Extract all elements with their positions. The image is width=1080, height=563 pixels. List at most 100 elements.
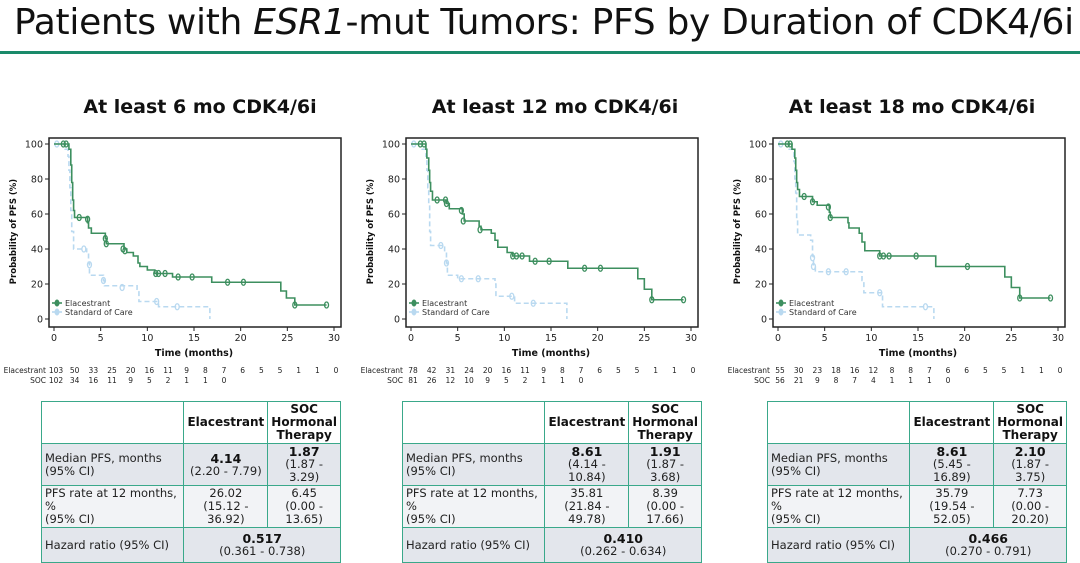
risk-count: 0: [222, 376, 227, 385]
plot-frame: [48, 137, 342, 328]
x-tick-label: 5: [822, 333, 828, 344]
ci: (21.84 - 49.78): [564, 499, 610, 526]
label-l1: Median PFS, months: [45, 450, 162, 465]
legend-marker: [411, 308, 417, 316]
y-tick-label: 80: [388, 175, 400, 186]
header-elacestrant: Elacestrant: [544, 401, 630, 444]
results-table-12mo: Elacestrant SOC Hormonal Therapy Median PFS…: [401, 401, 702, 563]
value: 35.81: [570, 486, 604, 500]
x-tick-label: 10: [498, 333, 510, 344]
risk-count: 78: [408, 366, 418, 375]
risk-count: 11: [520, 366, 530, 375]
risk-count: 11: [107, 376, 117, 385]
x-tick-label: 0: [51, 333, 57, 344]
y-tick-label: 20: [755, 280, 767, 291]
rate-soc: 6.45 (0.00 - 13.65): [267, 485, 341, 528]
censor-mark: [680, 296, 687, 304]
censor-mark: [825, 203, 832, 211]
x-tick-label: 30: [328, 333, 340, 344]
risk-count: 16: [850, 366, 860, 375]
legend-marker: [54, 299, 60, 307]
censor-mark: [122, 247, 128, 255]
rate-soc: 8.39 (0.00 - 17.66): [628, 485, 702, 528]
y-tick-label: 60: [31, 210, 43, 221]
x-tick-label: 0: [408, 333, 414, 344]
risk-count: 16: [145, 366, 155, 375]
legend-marker: [411, 299, 417, 307]
risk-row-label: SOC: [754, 376, 770, 385]
censor-mark: [597, 264, 604, 272]
y-tick-label: 20: [31, 280, 43, 291]
risk-count: 33: [89, 366, 99, 375]
y-tick-label: 80: [755, 175, 767, 186]
ci: (0.262 - 0.634): [580, 544, 667, 558]
risk-count: 20: [483, 366, 493, 375]
hr-label: Hazard ratio (95% CI): [40, 527, 185, 563]
risk-count: 26: [427, 376, 437, 385]
censor-mark: [784, 140, 790, 148]
header-soc-l2: Hormonal: [632, 415, 698, 429]
title-gene: ESR1: [253, 2, 346, 43]
risk-row-label: Elacestrant: [4, 366, 46, 375]
header-soc-l1: SOC: [1016, 402, 1044, 416]
risk-count: 34: [70, 376, 80, 385]
risk-count: 8: [908, 366, 913, 375]
header-soc-l1: SOC: [651, 402, 679, 416]
x-tick-label: 5: [98, 333, 104, 344]
label-l1: PFS rate at 12 months, %: [771, 486, 903, 513]
header-elacestrant: Elacestrant: [183, 401, 269, 444]
censor-mark: [443, 259, 450, 267]
median-label: Median PFS, months (95% CI): [40, 443, 185, 486]
ci: (19.54 - 52.05): [929, 499, 975, 526]
risk-count: 8: [560, 366, 565, 375]
risk-count: 5: [147, 376, 152, 385]
header-soc: SOC Hormonal Therapy: [628, 401, 702, 444]
x-tick-label: 15: [545, 333, 557, 344]
ci: (15.12 - 36.92): [203, 499, 249, 526]
label-l2: (95% CI): [771, 512, 821, 526]
censor-mark: [825, 268, 832, 276]
plot-frame: [405, 137, 699, 328]
km-curve-elacestrant: [778, 143, 1051, 299]
risk-count: 12: [869, 366, 879, 375]
censor-mark: [475, 275, 481, 283]
censor-mark: [153, 269, 159, 278]
censor-mark: [827, 213, 833, 222]
censor-mark: [964, 262, 971, 271]
value: 2.10: [1014, 444, 1046, 459]
label-l1: Median PFS, months: [771, 450, 888, 465]
y-tick-label: 80: [31, 175, 43, 186]
results-table-6mo: Elacestrant SOC Hormonal Therapy Median PFS…: [40, 401, 341, 563]
censor-mark: [477, 226, 483, 234]
risk-count: 5: [983, 366, 988, 375]
censor-mark: [103, 240, 109, 248]
censor-mark: [438, 241, 444, 250]
ci: (0.361 - 0.738): [219, 544, 306, 558]
censor-mark: [532, 257, 538, 265]
legend-label: Standard of Care: [65, 308, 133, 317]
y-tick-label: 0: [37, 315, 43, 326]
censor-mark: [886, 252, 892, 260]
risk-count: 0: [579, 376, 584, 385]
censor-mark: [810, 262, 817, 271]
risk-count: 30: [794, 366, 804, 375]
km-curve-elacestrant: [411, 143, 684, 301]
chart-title-12mo: At least 12 mo CDK4/6i: [431, 96, 679, 118]
censor-mark: [530, 299, 536, 307]
censor-mark: [460, 217, 466, 225]
label-l2: (95% CI): [771, 463, 821, 478]
header-blank: [401, 401, 546, 444]
risk-count: 1: [315, 366, 320, 375]
header-blank: [766, 401, 911, 444]
risk-count: 10: [464, 376, 474, 385]
censor-mark: [443, 199, 450, 208]
risk-count: 1: [653, 366, 658, 375]
hr-label: Hazard ratio (95% CI): [766, 527, 911, 563]
risk-count: 0: [334, 366, 339, 375]
median-label: Median PFS, months (95% CI): [401, 443, 546, 486]
km-plot-18mo: 0 20 40 60 80 100 0 5 10 15 20 25 30 Time (months) Pro…: [724, 130, 1080, 390]
legend-marker: [778, 308, 784, 316]
censor-mark: [63, 140, 69, 148]
risk-count: 56: [775, 376, 785, 385]
